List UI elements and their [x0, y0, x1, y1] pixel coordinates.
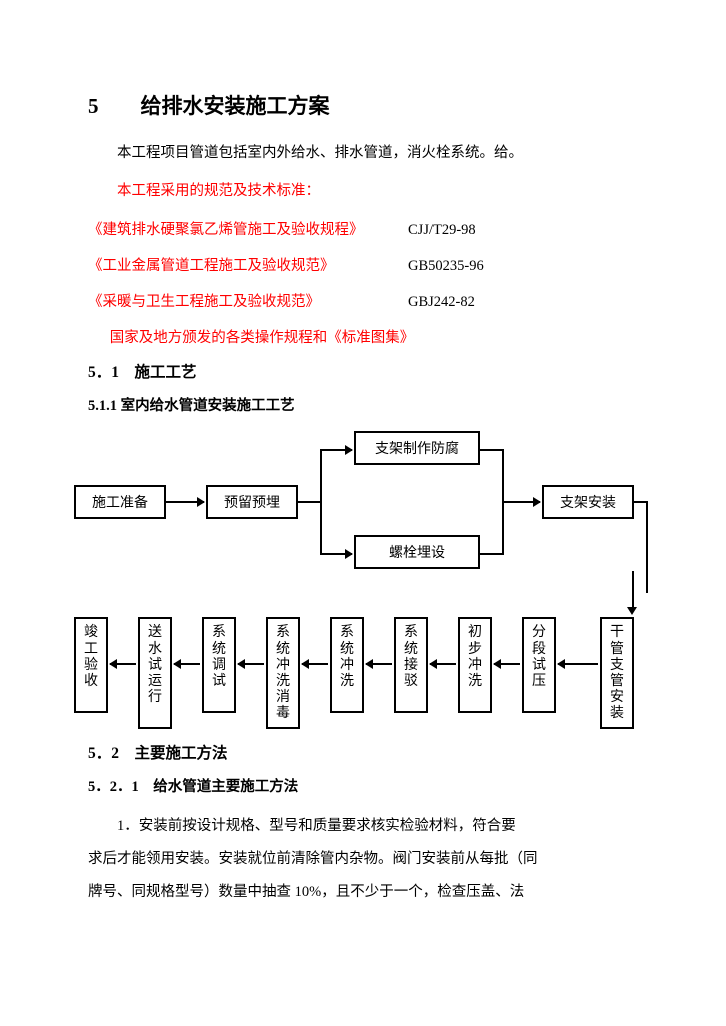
standards-intro: 本工程采用的规范及技术标准：: [88, 176, 648, 206]
arrow-icon: [558, 663, 598, 665]
standard-title: 《采暖与卫生工程施工及验收规范》: [88, 287, 408, 319]
standards-footer: 国家及地方颁发的各类操作规程和《标准图集》: [88, 323, 648, 355]
standard-row: 《工业金属管道工程施工及验收规范》 GB50235-96: [88, 251, 648, 283]
connector-line: [646, 501, 648, 593]
flow-node: 分段试压: [522, 617, 556, 713]
connector-line: [480, 449, 504, 451]
flow-node: 干管支管安装: [600, 617, 634, 729]
standard-code: GBJ242-82: [408, 287, 648, 319]
node-label: 初步冲洗: [468, 625, 482, 688]
subsection-heading: 5．2．1 给水管道主要施工方法: [88, 775, 648, 796]
flow-node: 系统冲洗: [330, 617, 364, 713]
arrow-icon: [174, 663, 200, 665]
flowchart-bottom: 竣工验收 送水试运行 系统调试 系统冲洗消毒 系统冲洗 系统接驳 初步冲洗 分段…: [74, 601, 650, 737]
section-heading: 5．1 施工工艺: [88, 360, 648, 382]
connector-line: [632, 571, 634, 609]
flow-node: 支架安装: [542, 485, 634, 519]
arrow-icon: [110, 663, 136, 665]
node-label: 竣工验收: [84, 625, 98, 688]
connector-line: [298, 501, 322, 503]
subsection-heading: 5.1.1 室内给水管道安装施工工艺: [88, 394, 648, 415]
node-label: 系统冲洗: [340, 625, 354, 688]
node-label: 干管支管安装: [610, 625, 624, 720]
body-line: 求后才能领用安装。安装就位前清除管内杂物。阀门安装前从每批（同: [88, 851, 538, 867]
connector-line: [480, 553, 504, 555]
standard-title: 《建筑排水硬聚氯乙烯管施工及验收规程》: [88, 215, 408, 247]
body-paragraph: 1．安装前按设计规格、型号和质量要求核实检验材料，符合要 求后才能领用安装。安装…: [88, 810, 648, 908]
arrow-icon: [430, 663, 456, 665]
standard-code: CJJ/T29-98: [408, 215, 648, 247]
node-label: 系统冲洗消毒: [276, 625, 290, 720]
flowchart-top: 施工准备 预留预埋 支架制作防腐 螺栓埋设 支架安装: [74, 427, 634, 577]
body-line: 1．安装前按设计规格、型号和质量要求核实检验材料，符合要: [117, 818, 516, 834]
flow-node: 预留预埋: [206, 485, 298, 519]
standard-code: GB50235-96: [408, 251, 648, 283]
flow-node: 系统接驳: [394, 617, 428, 713]
flow-node: 施工准备: [74, 485, 166, 519]
arrow-icon: [322, 553, 352, 555]
standard-title: 《工业金属管道工程施工及验收规范》: [88, 251, 408, 283]
node-label: 系统接驳: [404, 625, 418, 688]
standard-row: 《采暖与卫生工程施工及验收规范》 GBJ242-82: [88, 287, 648, 319]
arrowhead-down-icon: [627, 607, 637, 615]
flow-node: 送水试运行: [138, 617, 172, 729]
flow-node: 系统调试: [202, 617, 236, 713]
body-line: 牌号、同规格型号）数量中抽查 10%，且不少于一个，检查压盖、法: [88, 884, 524, 900]
flow-node: 系统冲洗消毒: [266, 617, 300, 729]
arrow-icon: [238, 663, 264, 665]
intro-paragraph: 本工程项目管道包括室内外给水、排水管道，消火栓系统。给。: [88, 138, 648, 168]
arrow-icon: [302, 663, 328, 665]
arrow-icon: [502, 501, 540, 503]
connector-line: [320, 449, 322, 555]
arrow-icon: [322, 449, 352, 451]
arrow-icon: [166, 501, 204, 503]
flow-node: 支架制作防腐: [354, 431, 480, 465]
flow-node: 螺栓埋设: [354, 535, 480, 569]
page-title: 5 给排水安装施工方案: [88, 90, 648, 120]
arrow-icon: [366, 663, 392, 665]
node-label: 送水试运行: [148, 625, 162, 704]
section-heading: 5．2 主要施工方法: [88, 741, 648, 763]
node-label: 分段试压: [532, 625, 546, 688]
standard-row: 《建筑排水硬聚氯乙烯管施工及验收规程》 CJJ/T29-98: [88, 215, 648, 247]
flow-node: 初步冲洗: [458, 617, 492, 713]
flow-node: 竣工验收: [74, 617, 108, 713]
arrow-icon: [494, 663, 520, 665]
node-label: 系统调试: [212, 625, 226, 688]
